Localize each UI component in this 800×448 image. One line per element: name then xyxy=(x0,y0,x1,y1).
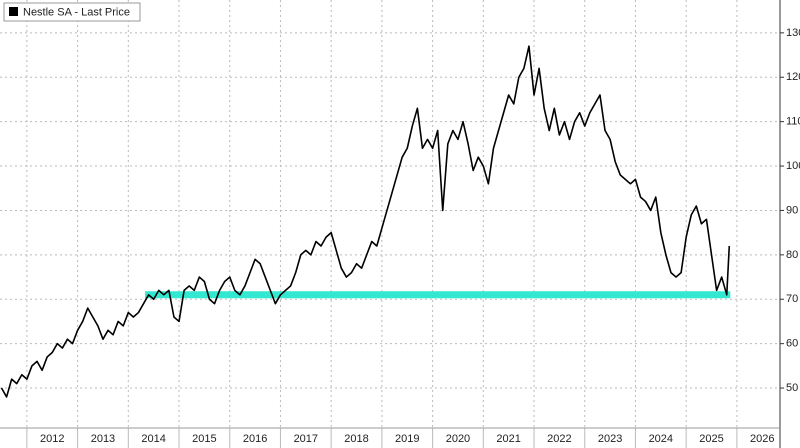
y-tick-label: 80 xyxy=(786,249,798,261)
x-tick-label: 2020 xyxy=(446,433,470,445)
x-tick-label: 2026 xyxy=(750,433,774,445)
x-tick-label: 2024 xyxy=(649,433,673,445)
x-tick-label: 2023 xyxy=(598,433,622,445)
x-tick-label: 2017 xyxy=(294,433,318,445)
y-tick-label: 130 xyxy=(786,27,800,39)
legend-label: Nestle SA - Last Price xyxy=(23,6,130,18)
x-tick-label: 2016 xyxy=(243,433,267,445)
y-tick-label: 110 xyxy=(786,116,800,128)
x-tick-label: 2013 xyxy=(91,433,115,445)
x-tick-label: 2012 xyxy=(40,433,64,445)
price-line xyxy=(0,45,731,398)
y-tick-label: 100 xyxy=(786,160,800,172)
y-tick-label: 90 xyxy=(786,204,798,216)
legend-swatch xyxy=(9,7,18,16)
y-tick-label: 120 xyxy=(786,71,800,83)
x-tick-label: 2015 xyxy=(192,433,216,445)
x-tick-label: 2018 xyxy=(344,433,368,445)
legend-box xyxy=(3,2,141,22)
x-tick-label: 2014 xyxy=(141,433,165,445)
x-tick-label: 2019 xyxy=(395,433,419,445)
y-tick-label: 60 xyxy=(786,338,798,350)
x-tick-label: 2021 xyxy=(496,433,520,445)
x-tick-label: 2025 xyxy=(699,433,723,445)
x-tick-label: 2022 xyxy=(547,433,571,445)
y-tick-label: 50 xyxy=(786,382,798,394)
y-tick-label: 70 xyxy=(786,293,798,305)
